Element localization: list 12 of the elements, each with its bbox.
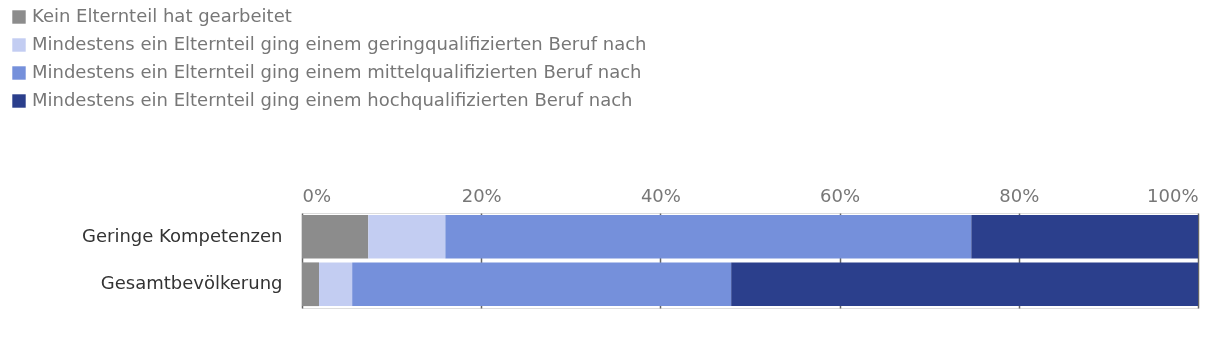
y-tick-label: Gesamtbevölkerung <box>100 272 283 294</box>
legend-label: Mindestens ein Elternteil ging einem mittelqualifizierten Beruf nach <box>32 61 642 82</box>
legend-label: Mindestens ein Elternteil ging einem geringqualifizierten Beruf nach <box>32 33 647 54</box>
x-tick-label: 100% <box>1147 184 1199 206</box>
x-tick-label: 40% <box>640 184 681 206</box>
y-tick-label: Geringe Kompetenzen <box>82 224 283 246</box>
x-tick-label: 80% <box>999 184 1040 206</box>
legend-label: Mindestens ein Elternteil ging einem hochqualifizierten Beruf nach <box>32 89 633 110</box>
x-tick-label: 0% <box>302 184 332 206</box>
legend-label: Kein Elternteil hat gearbeitet <box>32 5 292 26</box>
x-tick-label: 20% <box>461 184 502 206</box>
x-tick-label: 60% <box>820 184 861 206</box>
